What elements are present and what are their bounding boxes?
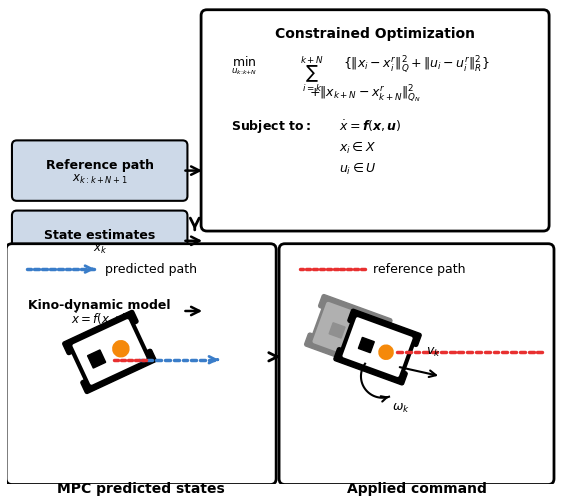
Text: $\omega_k$: $\omega_k$ <box>392 402 410 415</box>
Text: Reference path: Reference path <box>46 159 154 172</box>
FancyBboxPatch shape <box>70 317 149 387</box>
FancyBboxPatch shape <box>319 295 392 332</box>
Bar <box>329 323 345 338</box>
FancyBboxPatch shape <box>63 310 138 355</box>
Text: Constrained Optimization: Constrained Optimization <box>275 27 475 41</box>
Text: $x_{k:k+N+1}$: $x_{k:k+N+1}$ <box>72 173 127 186</box>
Text: $v_k$: $v_k$ <box>426 346 441 359</box>
Text: predicted path: predicted path <box>104 262 197 276</box>
Text: $x_k$: $x_k$ <box>92 244 107 256</box>
Text: $u_i \in U$: $u_i \in U$ <box>338 161 376 177</box>
FancyBboxPatch shape <box>279 244 554 485</box>
Bar <box>358 337 374 353</box>
Circle shape <box>378 344 394 360</box>
Text: $x_i \in X$: $x_i \in X$ <box>338 139 376 156</box>
Text: reference path: reference path <box>373 262 465 276</box>
FancyBboxPatch shape <box>334 348 407 385</box>
FancyBboxPatch shape <box>311 301 386 365</box>
Text: $\dot{x} = \boldsymbol{f}(\boldsymbol{x}, \boldsymbol{u})$: $\dot{x} = \boldsymbol{f}(\boldsymbol{x}… <box>338 118 401 133</box>
Text: $\{\|x_i - x_i^r\|_Q^2 + \|u_i - u_i^r\|_R^2\}$: $\{\|x_i - x_i^r\|_Q^2 + \|u_i - u_i^r\|… <box>343 55 490 75</box>
Text: $\sum_{i=k}^{k+N}$: $\sum_{i=k}^{k+N}$ <box>299 55 324 94</box>
FancyBboxPatch shape <box>12 140 187 201</box>
Text: $\mathbf{Subject\ to:}$: $\mathbf{Subject\ to:}$ <box>231 118 311 135</box>
FancyBboxPatch shape <box>6 244 276 485</box>
Text: Kino-dynamic model: Kino-dynamic model <box>28 299 171 312</box>
FancyBboxPatch shape <box>201 10 549 231</box>
FancyBboxPatch shape <box>12 281 187 341</box>
Text: $\dot{x} = f(x, u)$: $\dot{x} = f(x, u)$ <box>72 311 128 326</box>
FancyBboxPatch shape <box>12 211 187 271</box>
Bar <box>87 350 105 368</box>
FancyBboxPatch shape <box>348 309 421 346</box>
FancyBboxPatch shape <box>340 315 415 379</box>
FancyBboxPatch shape <box>305 333 378 371</box>
Text: State estimates: State estimates <box>44 229 155 242</box>
FancyBboxPatch shape <box>81 349 156 393</box>
Text: $+ \|x_{k+N} - x_{k+N}^r\|_{Q_N}^2$: $+ \|x_{k+N} - x_{k+N}^r\|_{Q_N}^2$ <box>309 84 421 106</box>
Circle shape <box>112 340 130 358</box>
Text: Applied command: Applied command <box>347 482 487 496</box>
Text: MPC predicted states: MPC predicted states <box>58 482 225 496</box>
Circle shape <box>349 330 364 345</box>
Text: $\min_{u_{k:k+N}}$: $\min_{u_{k:k+N}}$ <box>231 55 258 77</box>
